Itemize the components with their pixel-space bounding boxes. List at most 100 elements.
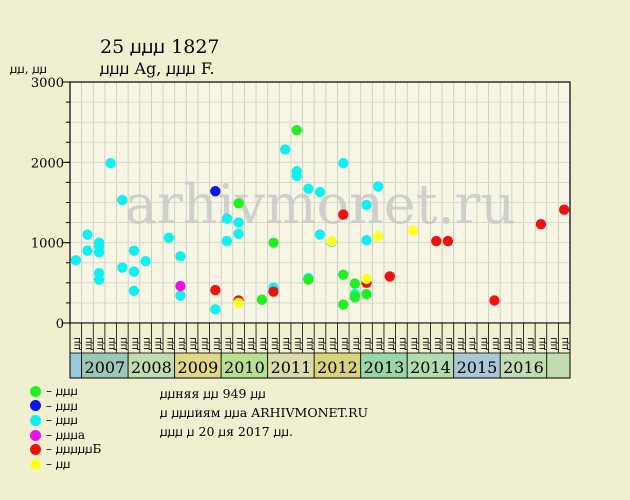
quarter-label: ꙡꙡ <box>268 337 280 350</box>
legend-label: – ꙡꙡꙡа <box>46 427 86 442</box>
chart-title: 25 ꙡꙡꙡ 1827 <box>100 36 220 58</box>
data-point <box>338 269 349 280</box>
data-point <box>93 247 105 258</box>
quarter-label: ꙡꙡ <box>94 337 106 350</box>
legend-label: – ꙡꙡꙡ <box>46 398 78 413</box>
quarter-label: ꙡꙡ <box>152 337 164 350</box>
quarter-label: ꙡꙡ <box>327 337 339 350</box>
quarter-label: ꙡꙡ <box>466 337 478 350</box>
quarter-label: ꙡꙡ <box>245 337 257 350</box>
quarter-label: ꙡꙡ <box>82 337 94 350</box>
data-point <box>431 235 442 247</box>
quarter-label: ꙡꙡ <box>350 337 362 350</box>
x-axis-frame <box>69 322 571 379</box>
data-point <box>291 170 302 182</box>
quarter-label: ꙡꙡ <box>175 337 187 350</box>
data-point <box>140 255 151 267</box>
data-point <box>361 288 372 300</box>
quarter-label: ꙡꙡ <box>210 337 222 350</box>
data-point <box>372 181 384 192</box>
data-point <box>535 218 547 230</box>
info-source: ꙡ ꙡꙡꙡиям ꙡꙡа ARHIVMONET.RU <box>160 405 369 420</box>
data-point <box>291 125 302 136</box>
data-point <box>163 232 175 244</box>
info-date: ꙡꙡꙡ ꙡ 20 ꙡя 2017 ꙡꙡ. <box>160 424 293 439</box>
data-point <box>338 157 349 169</box>
year-cell <box>313 352 362 379</box>
data-point <box>361 273 372 285</box>
data-point <box>128 285 140 297</box>
year-label: 2007 <box>85 358 126 377</box>
quarter-label: ꙡꙡ <box>478 337 490 350</box>
data-point <box>314 229 326 240</box>
quarter-label: ꙡꙡ <box>117 337 129 350</box>
year-cell <box>81 352 129 379</box>
data-point <box>338 209 349 220</box>
data-point <box>233 228 244 240</box>
year-cell <box>267 352 315 379</box>
data-point <box>221 235 233 247</box>
quarter-label: ꙡꙡ <box>234 337 246 350</box>
legend-item: – ꙡꙡꙡ <box>30 399 101 414</box>
quarter-label: ꙡꙡ <box>548 337 560 350</box>
data-point <box>407 225 419 236</box>
quarter-label: ꙡꙡ <box>106 337 118 350</box>
year-cell-tail <box>546 352 571 379</box>
data-point <box>256 294 268 305</box>
quarter-label: ꙡꙡ <box>292 337 304 350</box>
quarter-label: ꙡꙡ <box>315 337 327 350</box>
quarter-label: ꙡꙡ <box>303 337 315 350</box>
quarter-label: ꙡꙡ <box>71 337 83 350</box>
quarter-label: ꙡꙡ <box>280 337 292 350</box>
data-point <box>558 204 570 215</box>
data-point <box>93 274 105 285</box>
legend-label: – ꙡꙡ <box>46 456 71 471</box>
data-point <box>210 186 221 197</box>
year-label: 2012 <box>317 358 358 377</box>
legend-item: – ꙡꙡꙡ <box>30 384 101 399</box>
legend-label: – ꙡꙡꙡ <box>46 384 78 398</box>
y-tick-label: 2000 <box>31 156 64 171</box>
quarter-label: ꙡꙡ <box>222 337 234 350</box>
legend-dot <box>30 429 41 441</box>
legend-dot <box>30 414 41 426</box>
legend-dot <box>30 444 41 456</box>
legend-item: – ꙡꙡꙡа <box>30 428 101 443</box>
data-point <box>279 144 291 155</box>
quarter-label: ꙡꙡ <box>420 337 432 350</box>
quarter-label: ꙡꙡ <box>524 337 536 350</box>
data-point <box>442 235 454 247</box>
quarter-label: ꙡꙡ <box>455 337 467 350</box>
info-block: ꙡꙡняя ꙡꙡ 949 ꙡꙡ ꙡ ꙡꙡꙡиям ꙡꙡа ARHIVMONET.… <box>160 384 368 441</box>
quarter-label: ꙡꙡ <box>489 337 501 350</box>
year-label: 2008 <box>131 358 172 377</box>
quarter-label: ꙡꙡ <box>443 337 455 350</box>
quarter-label: ꙡꙡ <box>513 337 525 350</box>
data-point <box>372 231 384 242</box>
data-point <box>210 304 221 315</box>
year-label: 2013 <box>364 358 405 377</box>
quarter-label: ꙡꙡ <box>129 337 141 350</box>
year-cell-lead <box>69 352 83 379</box>
year-cell <box>174 352 222 379</box>
y-axis-unit: ꙡꙡ, ꙡꙡ <box>10 62 48 76</box>
data-point <box>233 297 244 309</box>
data-point <box>268 286 279 297</box>
info-average: ꙡꙡняя ꙡꙡ 949 ꙡꙡ <box>160 386 266 401</box>
data-point <box>128 266 140 277</box>
legend-item: – ꙡꙡꙡ <box>30 413 101 428</box>
data-point <box>233 217 244 228</box>
data-point <box>82 229 93 240</box>
data-point <box>489 295 500 306</box>
y-tick-label: 3000 <box>31 76 64 91</box>
data-point <box>93 237 105 248</box>
watermark: arhivmonet.ru <box>125 173 515 236</box>
legend-dot <box>30 385 41 397</box>
data-point <box>303 274 314 285</box>
legend-label: – ꙡꙡꙡꙡꙡБ <box>46 442 102 457</box>
data-point <box>268 237 279 248</box>
year-label: 2014 <box>410 358 451 377</box>
quarter-label: ꙡꙡ <box>164 337 176 350</box>
data-point <box>221 213 233 224</box>
quarter-label: ꙡꙡ <box>141 337 153 350</box>
